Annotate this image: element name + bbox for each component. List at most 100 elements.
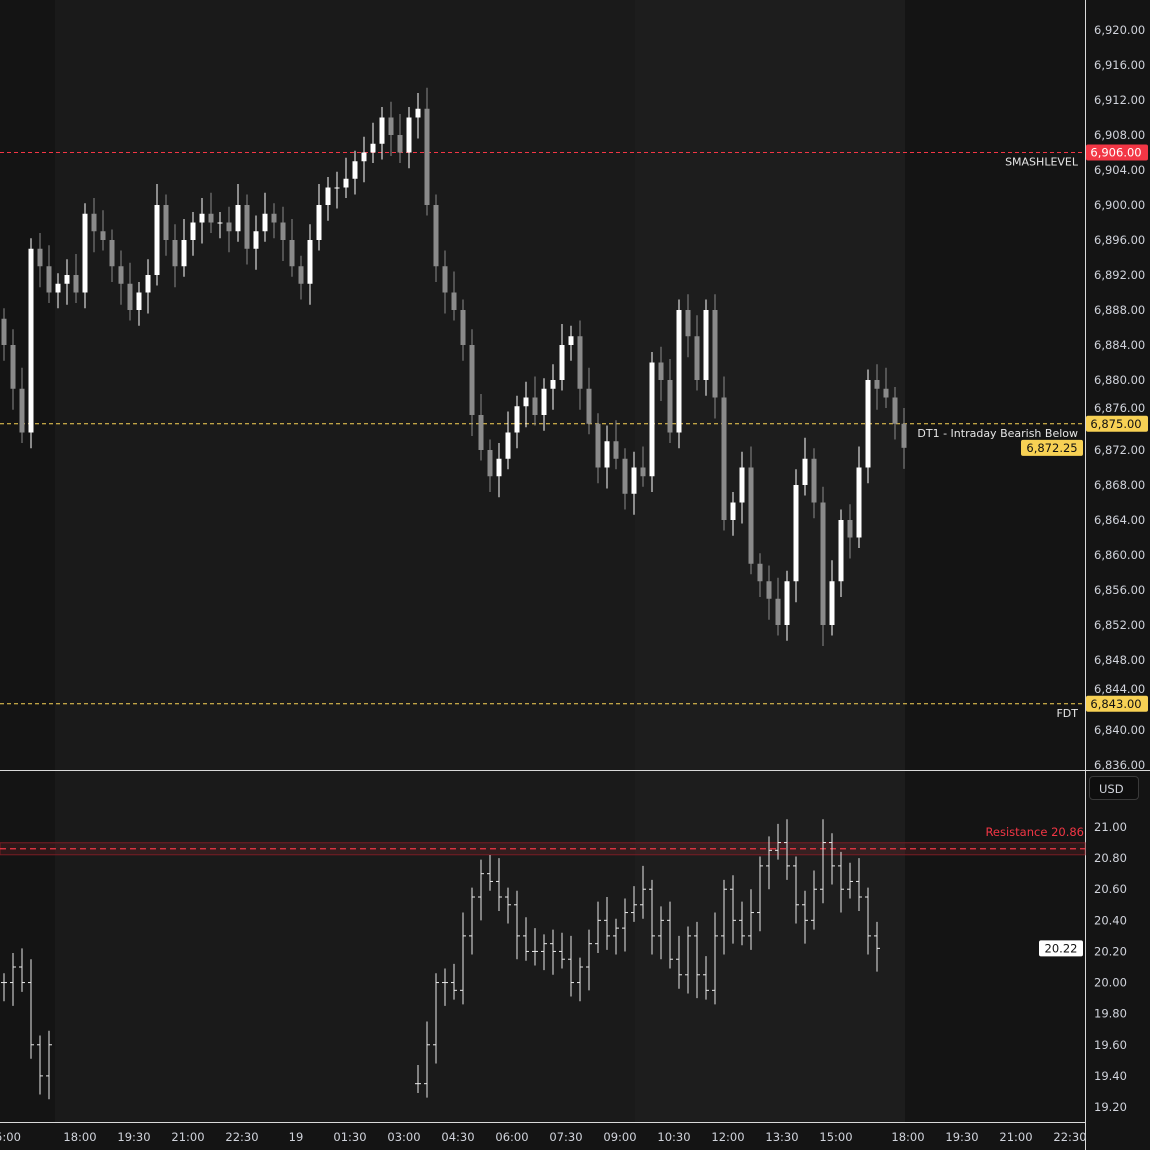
- price-tick-label: 6,896.00: [1094, 233, 1145, 247]
- last-value-tag-text: 20.22: [1045, 941, 1078, 955]
- price-tick-label: 6,904.00: [1094, 163, 1145, 177]
- candle-body: [280, 222, 286, 240]
- time-tick-label: 12:00: [711, 1130, 744, 1144]
- candle-body: [820, 502, 826, 625]
- last-value-tag: [1039, 940, 1083, 957]
- currency-button[interactable]: USD: [1089, 776, 1139, 800]
- candle-body: [748, 467, 754, 564]
- candle-body: [703, 310, 709, 380]
- candle-body: [181, 240, 187, 267]
- price-tick-label: 6,916.00: [1094, 58, 1145, 72]
- level-price-tag-text: 6,843.00: [1090, 697, 1141, 711]
- price-tick-label: 6,900.00: [1094, 198, 1145, 212]
- candle-body: [541, 388, 547, 415]
- candle-body: [766, 581, 772, 599]
- candle-body: [145, 275, 151, 293]
- candle-body: [784, 581, 790, 625]
- candle-body: [235, 205, 241, 232]
- time-tick-label: 01:30: [333, 1130, 366, 1144]
- level-price-tag: [1086, 415, 1148, 432]
- candle-body: [586, 388, 592, 424]
- price-axis-panel: [1085, 0, 1150, 1150]
- candle-body: [514, 406, 520, 433]
- time-tick-label: 07:30: [549, 1130, 582, 1144]
- candle-body: [550, 380, 556, 389]
- lower-tick-label: 21.00: [1094, 820, 1127, 834]
- candle-body: [379, 117, 385, 144]
- candle-body: [460, 310, 466, 345]
- price-tick-label: 6,920.00: [1094, 23, 1145, 37]
- price-tick-label: 6,868.00: [1094, 478, 1145, 492]
- candle-body: [640, 467, 646, 477]
- candle-body: [838, 520, 844, 582]
- candle-body: [109, 240, 115, 267]
- price-tick-label: 6,840.00: [1094, 723, 1145, 737]
- candle-body: [883, 388, 889, 398]
- candle-body: [568, 336, 574, 345]
- candle-body: [730, 502, 736, 520]
- lower-tick-label: 19.60: [1094, 1038, 1127, 1052]
- candle-body: [721, 397, 727, 520]
- price-tick-label: 6,856.00: [1094, 583, 1145, 597]
- candle-body: [559, 345, 565, 380]
- candle-body: [262, 213, 268, 232]
- lower-tick-label: 20.40: [1094, 913, 1127, 927]
- candle-body: [595, 423, 601, 468]
- candle-body: [244, 205, 250, 249]
- candle-body: [37, 248, 43, 267]
- candle-body: [1, 318, 7, 345]
- session-band: [635, 0, 905, 1122]
- time-tick-label: 5:00: [0, 1130, 21, 1144]
- level-label: SMASHLEVEL: [1005, 156, 1079, 169]
- candle-body: [802, 458, 808, 485]
- level-label: DT1 - Intraday Bearish Below: [917, 427, 1078, 440]
- candle-body: [199, 213, 205, 223]
- candle-body: [100, 231, 106, 240]
- candle-body: [334, 187, 340, 189]
- price-tick-label: 6,872.00: [1094, 443, 1145, 457]
- time-tick-label: 18:00: [891, 1130, 924, 1144]
- candle-body: [46, 266, 52, 293]
- time-tick-label: 09:00: [603, 1130, 636, 1144]
- candle-body: [316, 205, 322, 240]
- candle-body: [55, 283, 61, 293]
- price-tick-label: 6,836.00: [1094, 758, 1145, 772]
- lower-tick-label: 19.40: [1094, 1069, 1127, 1083]
- session-band: [55, 0, 635, 1122]
- candle-body: [388, 117, 394, 135]
- candle-body: [712, 310, 718, 398]
- candle-body: [361, 152, 367, 162]
- time-tick-label: 21:00: [999, 1130, 1032, 1144]
- candle-body: [226, 222, 232, 232]
- candle-body: [496, 458, 502, 477]
- candle-body: [10, 345, 16, 389]
- candle-body: [865, 380, 871, 468]
- candle-body: [82, 213, 88, 293]
- candle-body: [667, 380, 673, 433]
- candle-body: [658, 362, 664, 380]
- level-label: FDT: [1056, 707, 1078, 720]
- level-price-tag-text: 6,906.00: [1090, 146, 1141, 160]
- time-tick-label: 22:30: [225, 1130, 258, 1144]
- time-tick-label: 22:30: [1053, 1130, 1086, 1144]
- candle-body: [397, 135, 403, 153]
- candle-body: [523, 397, 529, 407]
- lower-tick-label: 20.20: [1094, 944, 1127, 958]
- lower-tick-label: 19.20: [1094, 1100, 1127, 1114]
- candle-body: [307, 240, 313, 284]
- candle-body: [757, 563, 763, 582]
- lower-tick-label: 20.80: [1094, 851, 1127, 865]
- price-tick-label: 6,912.00: [1094, 93, 1145, 107]
- candle-body: [685, 310, 691, 337]
- time-tick-label: 21:00: [171, 1130, 204, 1144]
- candle-body: [370, 143, 376, 153]
- candle-body: [631, 467, 637, 494]
- candle-body: [19, 388, 25, 433]
- candle-body: [253, 231, 259, 249]
- candle-body: [478, 415, 484, 450]
- time-tick-label: 19: [289, 1130, 304, 1144]
- candle-body: [73, 275, 79, 293]
- candle-body: [298, 266, 304, 284]
- candle-body: [622, 458, 628, 494]
